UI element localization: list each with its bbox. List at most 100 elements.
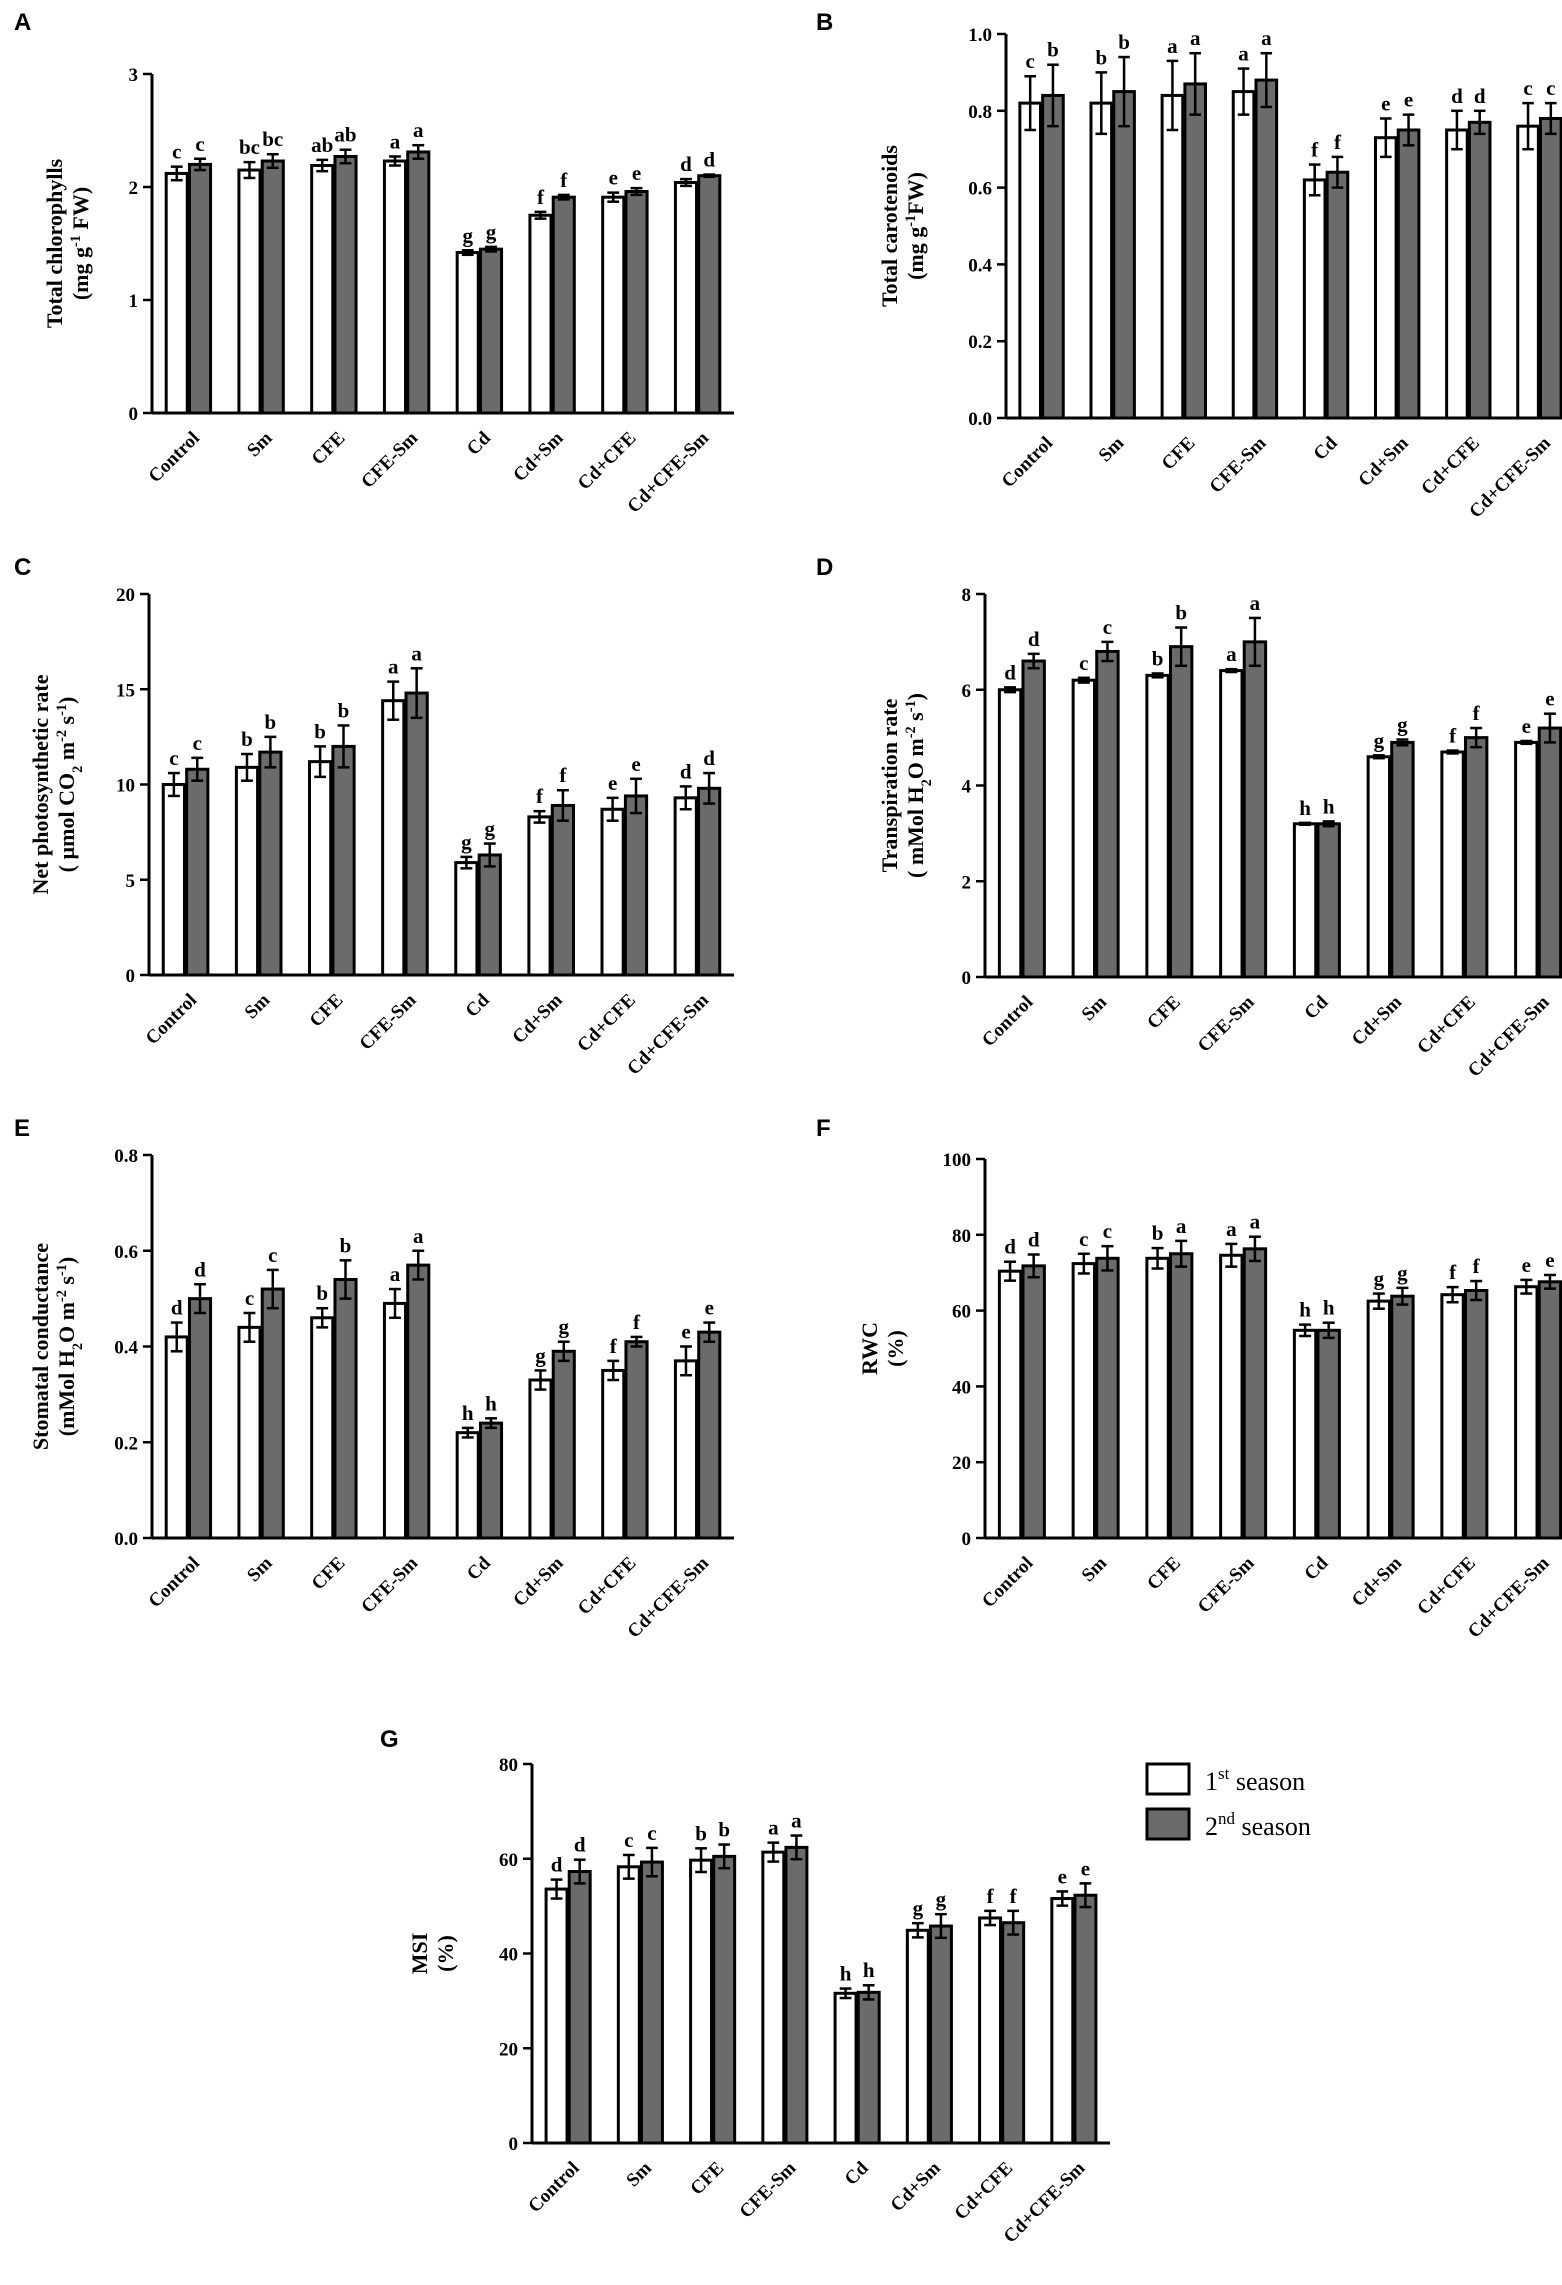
bar-season1 bbox=[527, 815, 552, 977]
x-tick-label: Cd+CFE bbox=[1413, 1553, 1480, 1620]
bar-season1 bbox=[310, 1316, 335, 1540]
x-tick-label: CFE-Sm bbox=[357, 428, 422, 493]
significance-letter: f bbox=[537, 185, 545, 209]
significance-letter: g bbox=[559, 1315, 570, 1339]
y-tick-label: 0.2 bbox=[968, 332, 992, 353]
significance-letter: c bbox=[268, 1243, 277, 1267]
significance-letter: f bbox=[1010, 1884, 1018, 1908]
y-tick-label: 6 bbox=[962, 681, 972, 702]
bar-season2 bbox=[331, 744, 356, 977]
bar-season2 bbox=[1021, 1264, 1046, 1540]
x-tick-label: CFE-Sm bbox=[1194, 1553, 1259, 1618]
x-tick-label: Control bbox=[524, 2158, 583, 2217]
bar-season1 bbox=[673, 796, 698, 977]
significance-letter: f bbox=[1334, 130, 1342, 154]
bar-season2 bbox=[639, 1860, 664, 2145]
significance-letter: c bbox=[1523, 76, 1532, 100]
panel-letter: E bbox=[14, 1115, 30, 1142]
bar-season1 bbox=[1219, 669, 1244, 979]
x-tick-label: Cd bbox=[1300, 991, 1332, 1023]
x-tick-label: CFE bbox=[1158, 433, 1200, 475]
significance-letter: b bbox=[314, 719, 326, 743]
bar-season2 bbox=[187, 162, 213, 415]
ylabel-run: O m bbox=[54, 1302, 79, 1343]
significance-letter: c bbox=[624, 1828, 633, 1852]
bar-season2 bbox=[1539, 116, 1562, 420]
bar-season2 bbox=[260, 1287, 285, 1540]
y-tick-label: 0.8 bbox=[114, 1146, 138, 1167]
bar-season1 bbox=[234, 765, 260, 977]
significance-letter: g bbox=[486, 220, 497, 244]
significance-letter: e bbox=[1081, 1856, 1090, 1880]
y-axis-title-line: MSI bbox=[407, 1933, 432, 1975]
significance-letter: b bbox=[1095, 45, 1107, 69]
bar-season1 bbox=[1018, 101, 1042, 420]
ylabel-run: O m bbox=[903, 738, 928, 779]
significance-letter: d bbox=[1451, 84, 1463, 108]
ylabel-run: (mg g bbox=[68, 247, 93, 300]
y-axis-title-line: (mg g-1FW) bbox=[903, 172, 928, 280]
bar-season2 bbox=[856, 1990, 881, 2145]
bar-season1 bbox=[1071, 678, 1097, 979]
significance-letter: f bbox=[1449, 724, 1457, 748]
panel-letter: D bbox=[816, 554, 833, 581]
significance-letter: e bbox=[609, 166, 618, 190]
bar-season1 bbox=[381, 699, 406, 977]
bar-season2 bbox=[567, 1870, 592, 2145]
bar-season2 bbox=[1021, 659, 1046, 979]
bar-season2 bbox=[623, 794, 649, 977]
y-tick-label: 3 bbox=[129, 65, 139, 86]
bar-season2 bbox=[1325, 170, 1350, 420]
y-tick-label: 0.0 bbox=[968, 409, 992, 430]
significance-letter: a bbox=[390, 129, 401, 153]
x-tick-label: Sm bbox=[1078, 1553, 1112, 1587]
bar-season1 bbox=[455, 251, 480, 415]
y-tick-label: 80 bbox=[952, 1226, 971, 1247]
y-axis-title-line: ( mMol H2O m-2 s-1) bbox=[903, 693, 935, 878]
x-tick-label: Cd+CFE bbox=[1413, 992, 1480, 1059]
bar-season2 bbox=[404, 691, 429, 977]
y-axis-title-line: Total carotenoids bbox=[877, 145, 902, 307]
bar-season1 bbox=[1516, 124, 1540, 420]
significance-letter: h bbox=[1323, 1296, 1335, 1320]
x-tick-label: Sm bbox=[243, 428, 277, 462]
ylabel-run: -1 bbox=[68, 235, 84, 247]
significance-letter: c bbox=[647, 1821, 656, 1845]
ylabel-run: Transpiration rate bbox=[877, 698, 902, 872]
significance-letter: c bbox=[1079, 1227, 1088, 1251]
chart-panel-C: C 0 5 10 15 20 Net photosynthetic rate( µmol C… bbox=[14, 554, 734, 1079]
bar-season1 bbox=[616, 1865, 641, 2145]
ylabel-run: (%) bbox=[433, 1935, 458, 1972]
bar-season1 bbox=[164, 171, 189, 415]
legend-swatch-season1 bbox=[1145, 1762, 1191, 1796]
significance-letter: f bbox=[560, 168, 568, 192]
bar-season2 bbox=[697, 1330, 722, 1540]
ylabel-run: -1 bbox=[903, 700, 919, 712]
y-axis-title-line: Net photosynthetic rate bbox=[28, 674, 53, 894]
bar-season2 bbox=[477, 853, 502, 977]
bar-season1 bbox=[1145, 1256, 1170, 1540]
bar-season2 bbox=[551, 1349, 576, 1540]
bar-season1 bbox=[1366, 1299, 1392, 1540]
x-tick-label: Sm bbox=[243, 1553, 277, 1587]
bar-season2 bbox=[697, 786, 722, 977]
significance-letter: e bbox=[631, 752, 640, 776]
bar-season1 bbox=[600, 807, 625, 977]
bar-season1 bbox=[1160, 93, 1185, 420]
bar-season2 bbox=[1168, 645, 1194, 979]
bar-season1 bbox=[905, 1928, 930, 2145]
bar-season2 bbox=[187, 1297, 213, 1540]
ylabel-run: ( mMol H bbox=[903, 786, 928, 878]
bar-season1 bbox=[1050, 1897, 1075, 2145]
significance-letter: d bbox=[574, 1833, 586, 1857]
significance-letter: b bbox=[1118, 30, 1130, 54]
significance-letter: e bbox=[1545, 1248, 1554, 1272]
legend-swatch-season2 bbox=[1145, 1807, 1191, 1841]
significance-letter: a bbox=[411, 641, 422, 665]
x-tick-label: Cd bbox=[463, 1552, 495, 1584]
x-tick-label: Cd+Sm bbox=[1348, 1553, 1406, 1611]
x-tick-label: Cd bbox=[462, 989, 494, 1021]
bar-season2 bbox=[406, 1263, 431, 1540]
significance-letter: c bbox=[169, 746, 178, 770]
significance-letter: a bbox=[1226, 642, 1237, 666]
